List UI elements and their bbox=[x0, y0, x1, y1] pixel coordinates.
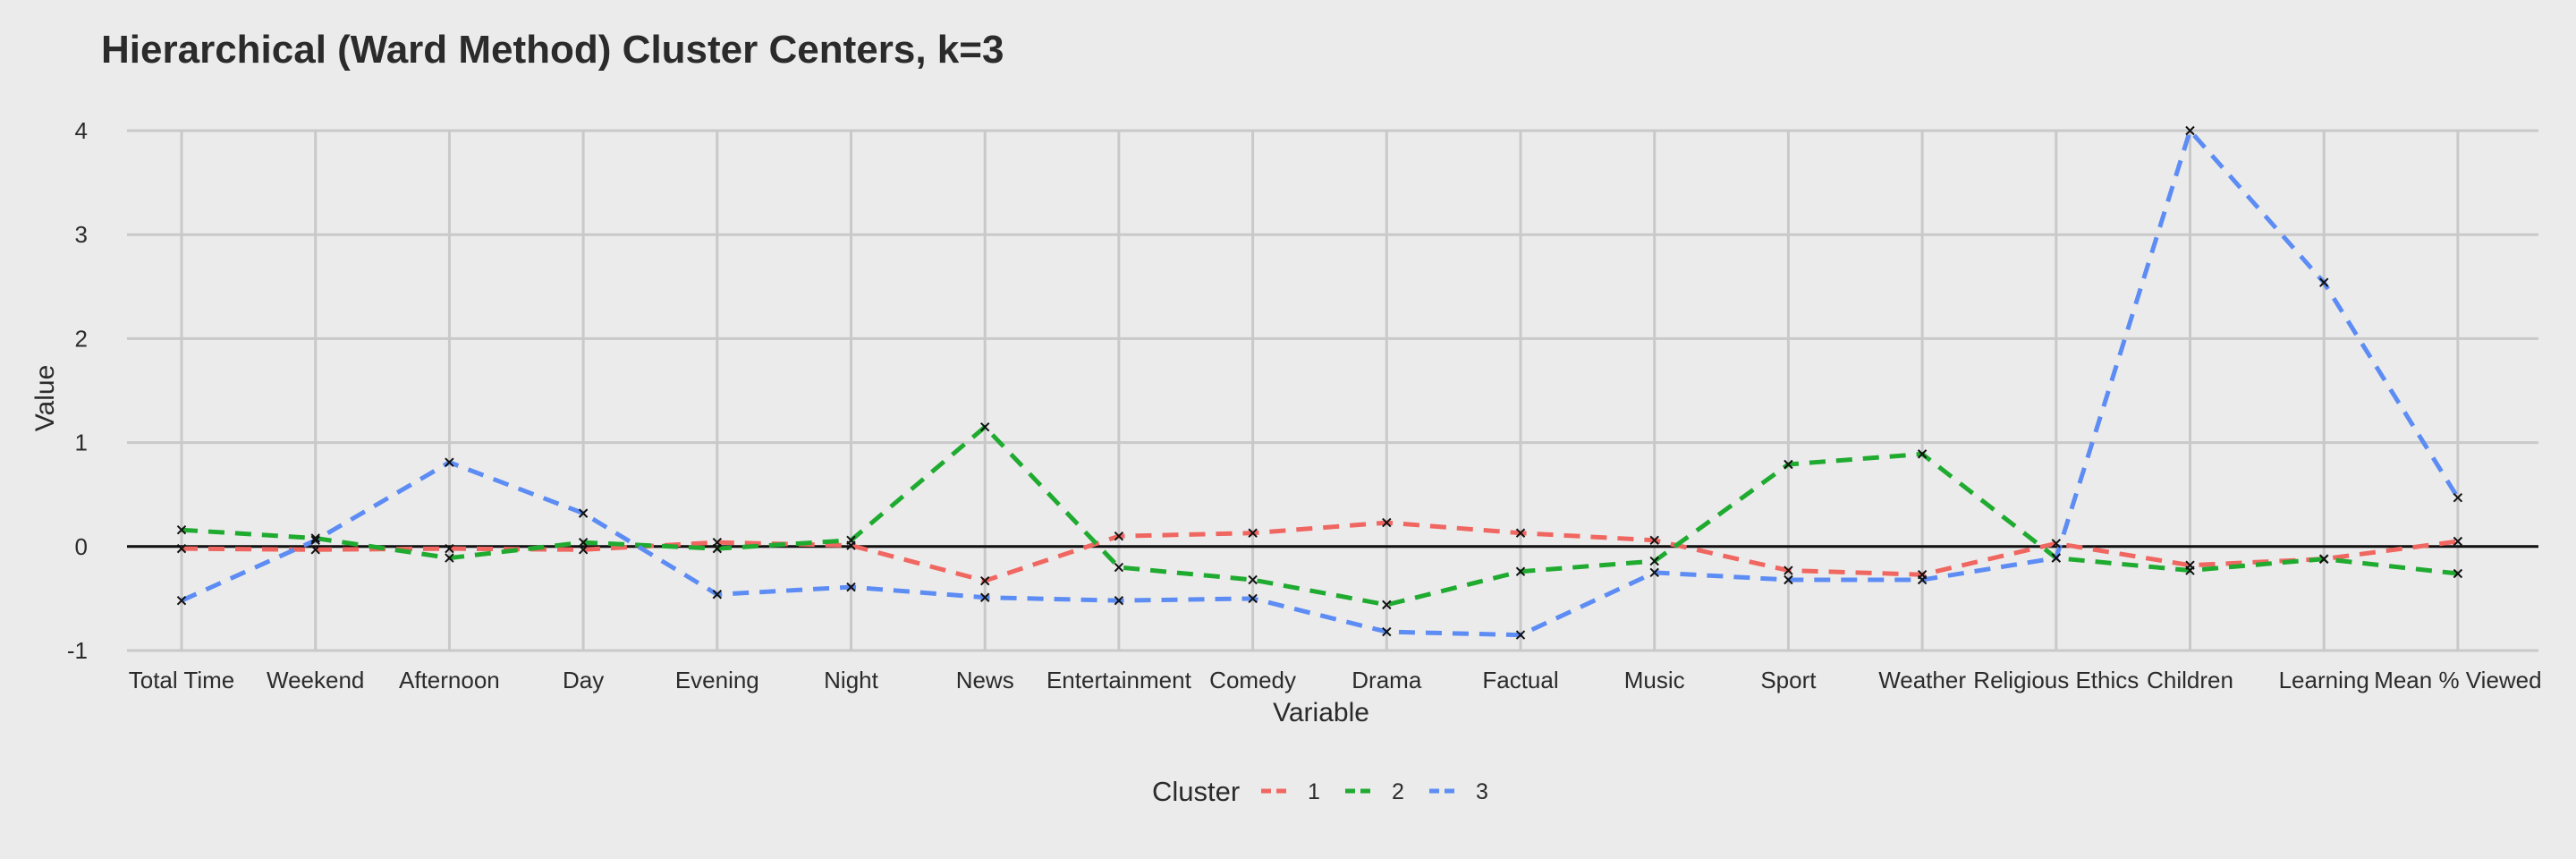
plot-grid bbox=[127, 129, 2538, 652]
data-point-3 bbox=[1917, 574, 1928, 585]
data-point-1 bbox=[176, 543, 187, 554]
x-tick-label: Entertainment bbox=[1046, 667, 1192, 693]
y-tick-label: 1 bbox=[75, 430, 88, 456]
series-lines bbox=[180, 128, 2461, 638]
data-point-3 bbox=[712, 590, 723, 600]
x-tick-label: Religious Ethics bbox=[1973, 667, 2139, 693]
x-tick-label: Drama bbox=[1352, 667, 1422, 693]
x-tick-label: Comedy bbox=[1209, 667, 1296, 693]
data-point-3 bbox=[1515, 630, 1526, 640]
x-axis-title: Variable bbox=[1273, 698, 1369, 727]
y-axis-ticks: -1 0 1 2 3 4 bbox=[67, 117, 88, 664]
x-tick-label: Children bbox=[2147, 667, 2233, 693]
data-point-2 bbox=[2185, 566, 2195, 575]
data-point-1 bbox=[2051, 539, 2062, 549]
x-tick-label: Mean % Viewed bbox=[2374, 667, 2541, 693]
data-point-2 bbox=[578, 537, 589, 548]
data-point-1 bbox=[1784, 566, 1793, 575]
data-point-1 bbox=[310, 545, 320, 555]
x-tick-label: News bbox=[956, 667, 1014, 693]
data-point-3 bbox=[2051, 553, 2062, 563]
legend-items: 1 2 3 bbox=[1261, 779, 1488, 804]
x-tick-label: Sport bbox=[1760, 667, 1817, 693]
data-point-2 bbox=[1784, 459, 1793, 470]
data-point-2 bbox=[712, 543, 723, 554]
data-point-2 bbox=[1649, 556, 1659, 566]
x-tick-label: Learning bbox=[2279, 667, 2369, 693]
y-axis-title: Value bbox=[30, 365, 60, 432]
data-point-2 bbox=[176, 525, 187, 535]
data-point-1 bbox=[2453, 536, 2463, 547]
data-point-2 bbox=[1114, 562, 1124, 573]
x-tick-label: Music bbox=[1624, 667, 1685, 693]
legend-label-2: 2 bbox=[1392, 779, 1404, 804]
y-tick-label: 4 bbox=[75, 117, 88, 144]
data-point-3 bbox=[176, 596, 187, 606]
data-point-3 bbox=[979, 592, 990, 602]
chart-title: Hierarchical (Ward Method) Cluster Cente… bbox=[101, 28, 1004, 72]
x-tick-label: Weekend bbox=[267, 667, 364, 693]
legend: Cluster 1 2 3 bbox=[1152, 776, 1488, 807]
data-point-2 bbox=[846, 535, 856, 546]
data-point-2 bbox=[1917, 449, 1928, 459]
data-point-3 bbox=[2318, 277, 2329, 287]
data-point-2 bbox=[1515, 566, 1526, 576]
data-point-3 bbox=[1382, 626, 1392, 637]
y-tick-label: 2 bbox=[75, 325, 88, 352]
x-tick-label: Evening bbox=[675, 667, 759, 693]
data-point-1 bbox=[1515, 528, 1526, 538]
data-point-3 bbox=[1649, 567, 1659, 578]
series-line-1 bbox=[181, 520, 2459, 583]
data-point-2 bbox=[1248, 574, 1258, 585]
x-tick-label: Day bbox=[563, 667, 604, 693]
legend-title: Cluster bbox=[1152, 776, 1240, 807]
data-point-3 bbox=[1248, 593, 1258, 604]
data-point-2 bbox=[2453, 568, 2463, 579]
y-tick-label: 0 bbox=[75, 533, 88, 560]
x-tick-label: Total Time bbox=[129, 667, 235, 693]
y-tick-label: -1 bbox=[67, 637, 88, 664]
data-point-2 bbox=[1382, 600, 1392, 610]
x-tick-label: Afternoon bbox=[399, 667, 500, 693]
data-point-2 bbox=[979, 421, 990, 432]
data-point-3 bbox=[2453, 492, 2463, 503]
data-point-3 bbox=[310, 535, 320, 546]
data-point-3 bbox=[578, 508, 589, 518]
legend-label-1: 1 bbox=[1308, 779, 1320, 804]
data-point-2 bbox=[310, 533, 320, 543]
data-point-3 bbox=[445, 457, 454, 467]
data-point-3 bbox=[1784, 574, 1793, 585]
data-point-2 bbox=[2318, 554, 2329, 564]
y-tick-label: 3 bbox=[75, 221, 88, 248]
data-points bbox=[176, 125, 2463, 640]
series-line-2 bbox=[181, 424, 2459, 608]
x-tick-label: Factual bbox=[1482, 667, 1558, 693]
data-point-1 bbox=[1248, 528, 1258, 538]
data-point-1 bbox=[578, 545, 589, 555]
x-axis-ticks: Total Time Weekend Afternoon Day Evening Nigh… bbox=[129, 667, 2542, 693]
data-point-1 bbox=[1382, 517, 1392, 528]
data-point-2 bbox=[445, 553, 454, 563]
series-line-3 bbox=[180, 128, 2461, 638]
data-point-3 bbox=[2185, 125, 2195, 136]
data-point-1 bbox=[445, 543, 454, 554]
data-point-3 bbox=[846, 582, 856, 592]
data-point-3 bbox=[1114, 596, 1124, 606]
data-point-1 bbox=[979, 575, 990, 586]
data-point-1 bbox=[1114, 531, 1124, 541]
data-point-1 bbox=[1649, 535, 1659, 546]
x-tick-label: Night bbox=[824, 667, 878, 693]
x-tick-label: Weather bbox=[1878, 667, 1966, 693]
legend-label-3: 3 bbox=[1476, 779, 1488, 804]
